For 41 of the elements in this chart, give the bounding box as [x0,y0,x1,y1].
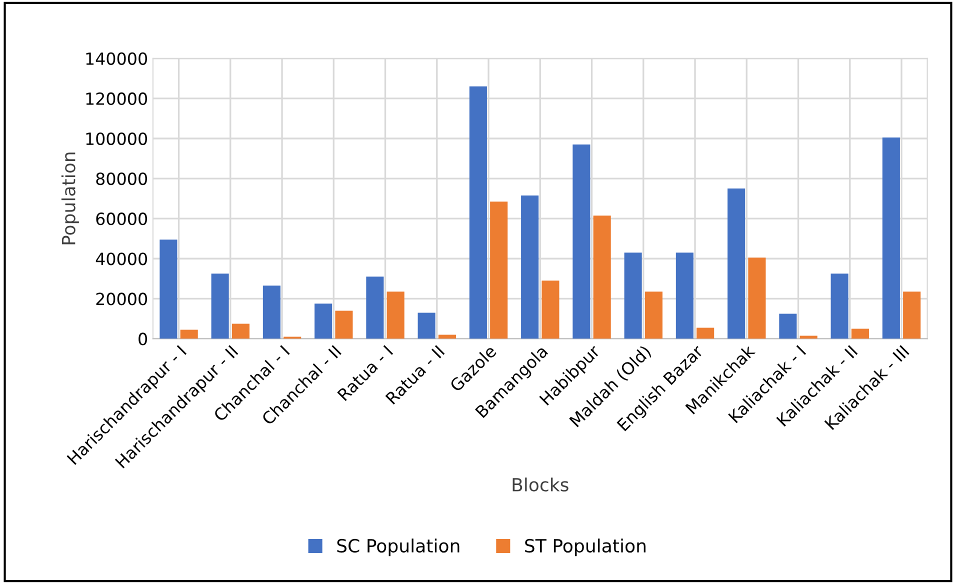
bar [593,216,611,339]
bar [469,86,487,339]
y-tick-label: 120000 [86,92,147,106]
bar [438,334,456,339]
bar [386,292,404,339]
bar [728,188,746,339]
bar [779,314,797,339]
bar [490,202,508,339]
bar [696,328,714,339]
bar [180,330,198,339]
bar [644,292,662,339]
y-tick-label: 80000 [96,172,147,186]
bar [800,336,818,339]
y-tick-label: 20000 [96,292,147,306]
bar [830,274,848,339]
bar [572,144,590,339]
bar [903,292,921,339]
y-tick-label: 60000 [96,212,147,226]
bar [232,324,250,339]
y-axis-title: Population [61,152,79,244]
bar [624,252,642,339]
bar [314,304,332,339]
y-tick-label: 0 [138,332,147,346]
legend-label: ST Population [525,538,646,556]
bar [262,286,280,339]
legend-label: SC Population [337,538,460,556]
bar [676,252,694,339]
bar [335,310,353,339]
bar [748,258,766,339]
bar [521,196,539,339]
bar [882,137,900,339]
bar [160,240,178,339]
y-tick-label: 40000 [96,252,147,266]
y-tick-label: 140000 [86,52,147,65]
bar [851,328,869,339]
bar [366,276,384,339]
x-axis-title: Blocks [512,478,568,492]
y-tick-label: 100000 [86,132,147,146]
bar [542,280,560,339]
bar [418,312,436,339]
bar [211,274,229,339]
